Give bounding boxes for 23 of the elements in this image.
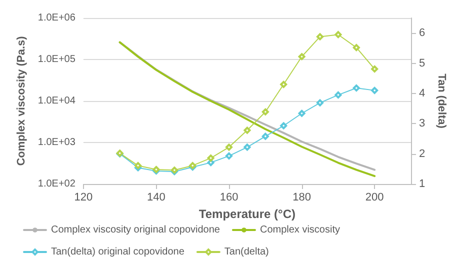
y-axis-title: Complex viscosity (Pa.s) xyxy=(16,36,28,166)
y2-tick-label: 3 xyxy=(418,118,426,130)
x-tick-label: 200 xyxy=(365,192,384,204)
y2-tick-label: 4 xyxy=(418,87,426,100)
y2-tick-label: 2 xyxy=(418,148,426,160)
y2-tick-label: 5 xyxy=(418,57,426,70)
x-axis-title: Temperature (°C) xyxy=(198,206,296,221)
x-tick-label: 140 xyxy=(147,192,166,204)
legend-label: Tan(delta) xyxy=(224,246,269,258)
x-tick-label: 180 xyxy=(292,192,311,204)
y-tick-label: 1.0E+04 xyxy=(38,96,76,106)
legend-label: Complex viscosity original copovidone xyxy=(51,224,220,236)
y-tick-label: 1.0E+06 xyxy=(38,12,76,24)
legend-label: Tan(delta) original copovidone xyxy=(51,246,185,258)
y-tick-label: 1.0E+05 xyxy=(38,54,76,65)
y2-axis-title: Tan (delta) xyxy=(436,74,448,129)
x-tick-label: 120 xyxy=(74,192,93,204)
y2-tick-label: 1 xyxy=(418,178,426,190)
y-tick-label: 1.0E+03 xyxy=(38,137,76,148)
legend-label: Complex viscosity xyxy=(260,224,340,236)
x-tick-label: 160 xyxy=(220,192,238,204)
y-tick-label: 1.0E+02 xyxy=(38,178,76,190)
y2-tick-label: 6 xyxy=(418,27,426,40)
